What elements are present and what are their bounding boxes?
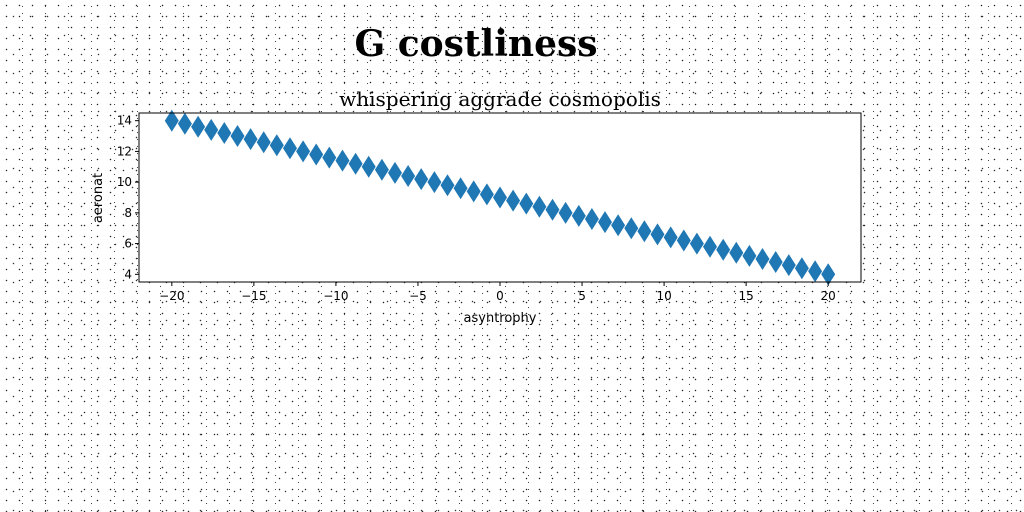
data-point <box>309 143 324 166</box>
scatter-series <box>164 109 836 286</box>
data-point <box>269 134 284 157</box>
y-tick-label: 6 <box>124 237 132 251</box>
data-point <box>453 177 468 200</box>
data-point <box>716 238 731 261</box>
x-tick-label: −10 <box>323 289 348 303</box>
data-point <box>414 168 429 191</box>
data-point <box>519 192 534 215</box>
y-axis-ticks: 4 6 8 10 12 14 <box>117 114 139 281</box>
data-point <box>427 171 442 194</box>
data-point <box>689 232 704 255</box>
data-point <box>296 140 311 163</box>
x-tick-label: −15 <box>241 289 266 303</box>
data-point <box>755 248 770 270</box>
data-point <box>191 115 206 138</box>
data-point <box>663 226 678 249</box>
data-point <box>506 189 521 212</box>
data-point <box>650 223 665 246</box>
chart-title: whispering aggrade cosmopolis <box>339 87 661 111</box>
x-tick-label: 10 <box>656 289 671 303</box>
data-point <box>598 211 612 234</box>
data-point <box>781 254 796 277</box>
x-tick-label: 20 <box>821 289 836 303</box>
data-point <box>624 217 639 240</box>
data-point <box>322 146 337 169</box>
data-point <box>532 195 547 218</box>
x-tick-label: 15 <box>738 289 753 303</box>
data-point <box>808 260 823 283</box>
data-point <box>401 165 416 187</box>
data-point <box>230 125 245 147</box>
data-point <box>637 220 652 243</box>
data-point <box>794 257 809 280</box>
data-point <box>821 263 836 286</box>
data-point <box>440 174 455 197</box>
data-point <box>558 201 573 224</box>
data-point <box>256 131 271 154</box>
x-tick-label: 5 <box>578 289 586 303</box>
data-point <box>466 180 481 203</box>
data-point <box>348 152 363 175</box>
x-tick-label: −20 <box>159 289 184 303</box>
data-point <box>177 112 192 135</box>
data-point <box>493 186 507 209</box>
plot-frame <box>138 112 862 283</box>
y-tick-label: 8 <box>124 206 132 220</box>
y-tick-label: 10 <box>117 175 132 189</box>
data-point <box>479 183 494 206</box>
x-axis-label: asyntrophy <box>464 311 537 326</box>
data-point <box>676 229 691 252</box>
data-point <box>217 122 232 144</box>
x-tick-label: −5 <box>409 289 427 303</box>
data-point <box>374 158 389 181</box>
x-tick-label: 0 <box>496 289 504 303</box>
data-point <box>164 109 179 132</box>
y-tick-label: 14 <box>117 114 132 128</box>
data-point <box>729 241 744 264</box>
data-point <box>768 251 783 273</box>
data-point <box>611 214 626 237</box>
y-axis-label: aeronat <box>91 173 106 223</box>
y-tick-label: 12 <box>117 144 132 158</box>
data-point <box>703 235 717 258</box>
y-tick-label: 4 <box>124 267 132 281</box>
data-point <box>571 204 586 227</box>
data-point <box>742 244 757 267</box>
data-point <box>204 118 219 141</box>
x-axis-ticks: −20 −15 −10 −5 0 5 10 15 20 <box>159 282 836 303</box>
data-point <box>388 161 402 184</box>
data-point <box>335 149 350 172</box>
figure-suptitle: G costliness <box>354 23 597 65</box>
data-point <box>361 155 376 178</box>
data-point <box>584 208 599 230</box>
data-point <box>545 198 560 221</box>
data-point <box>243 128 258 151</box>
data-point <box>283 137 297 160</box>
